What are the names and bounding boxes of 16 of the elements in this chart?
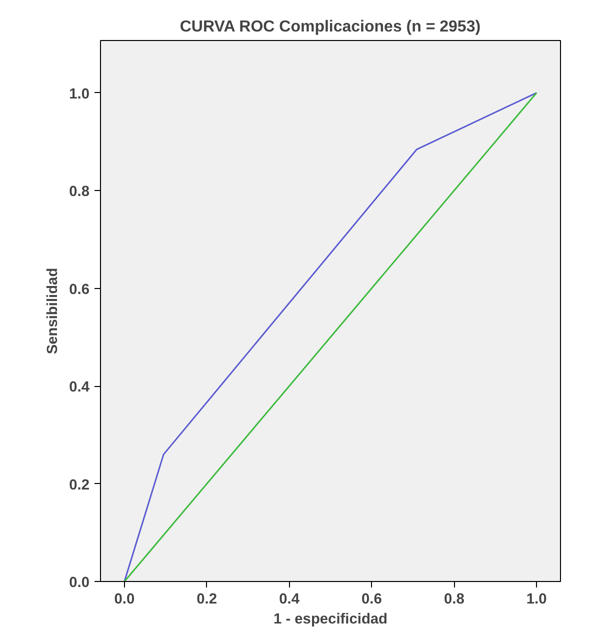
y-tick-label: 0.6 — [69, 282, 90, 298]
x-tick-label: 0.8 — [444, 592, 464, 608]
y-axis-title: Sensibilidad — [45, 268, 62, 354]
x-tick-label: 0.2 — [196, 592, 218, 608]
x-tick-label: 0.6 — [362, 592, 382, 608]
x-tick-label: 0.0 — [114, 592, 135, 608]
y-tick-label: 0.8 — [69, 184, 90, 200]
line-series — [124, 92, 538, 582]
x-tick-label: 1.0 — [526, 592, 547, 608]
y-tick-label: 0.2 — [69, 477, 90, 494]
y-tick-label: 0.0 — [69, 575, 90, 591]
x-tick-label: 0.4 — [279, 592, 300, 608]
y-tick-label: 0.4 — [69, 380, 90, 396]
x-axis-title: 1 - especificidad — [273, 612, 388, 628]
y-tick-label: 1.0 — [69, 86, 90, 102]
chart-title: CURVA ROC Complicaciones (n = 2953) — [180, 18, 481, 36]
